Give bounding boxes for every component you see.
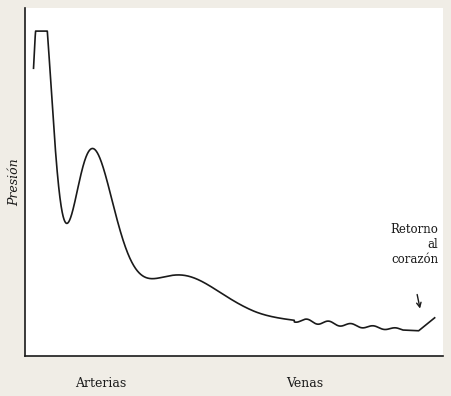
Text: Retorno
al
corazón: Retorno al corazón xyxy=(391,223,438,267)
Text: Arterias: Arterias xyxy=(75,377,126,390)
Text: Venas: Venas xyxy=(286,377,323,390)
Y-axis label: Presión: Presión xyxy=(8,158,21,206)
